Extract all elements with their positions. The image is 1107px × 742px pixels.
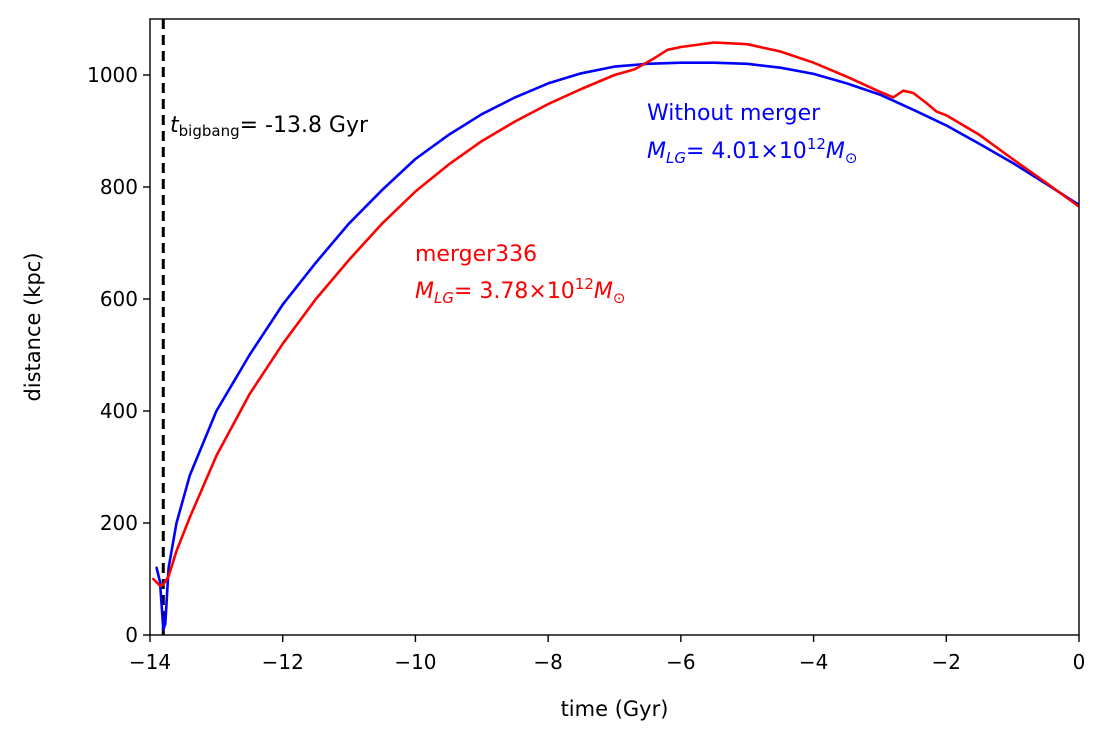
series-red-mass-label: MLG= 3.78×1012M⊙ [415, 275, 625, 307]
axes-frame [149, 18, 1080, 636]
axis-ticks: −14 −12 −10 −8 −6 −4 −2 0 0 200 400 600 800 1000 [87, 63, 1085, 674]
vline-label: tbigbang= -13.8 Gyr [170, 113, 369, 140]
x-tick-label: −4 [799, 650, 828, 674]
series-line-without-merger [155, 61, 1079, 631]
x-tick-label: −2 [932, 650, 961, 674]
y-tick-label: 800 [100, 175, 138, 199]
y-axis-label: distance (kpc) [21, 252, 45, 401]
x-axis-label: time (Gyr) [561, 697, 669, 721]
x-tick-label: −14 [129, 650, 171, 674]
x-tick-label: −12 [262, 650, 304, 674]
x-tick-label: −8 [533, 650, 562, 674]
series-line-merger336 [152, 41, 1079, 588]
y-tick-label: 200 [100, 511, 138, 535]
x-tick-label: −10 [394, 650, 436, 674]
series-red-name-label: merger336 [415, 242, 537, 267]
y-tick-label: 1000 [87, 63, 138, 87]
series-blue-name-label: Without merger [647, 101, 821, 126]
x-tick-label: −6 [666, 650, 695, 674]
y-tick-label: 0 [125, 623, 138, 647]
plot-area [152, 19, 1079, 635]
y-tick-label: 400 [100, 399, 138, 423]
y-tick-label: 600 [100, 287, 138, 311]
series-blue-mass-label: MLG= 4.01×1012M⊙ [647, 135, 857, 167]
x-tick-label: 0 [1073, 650, 1086, 674]
